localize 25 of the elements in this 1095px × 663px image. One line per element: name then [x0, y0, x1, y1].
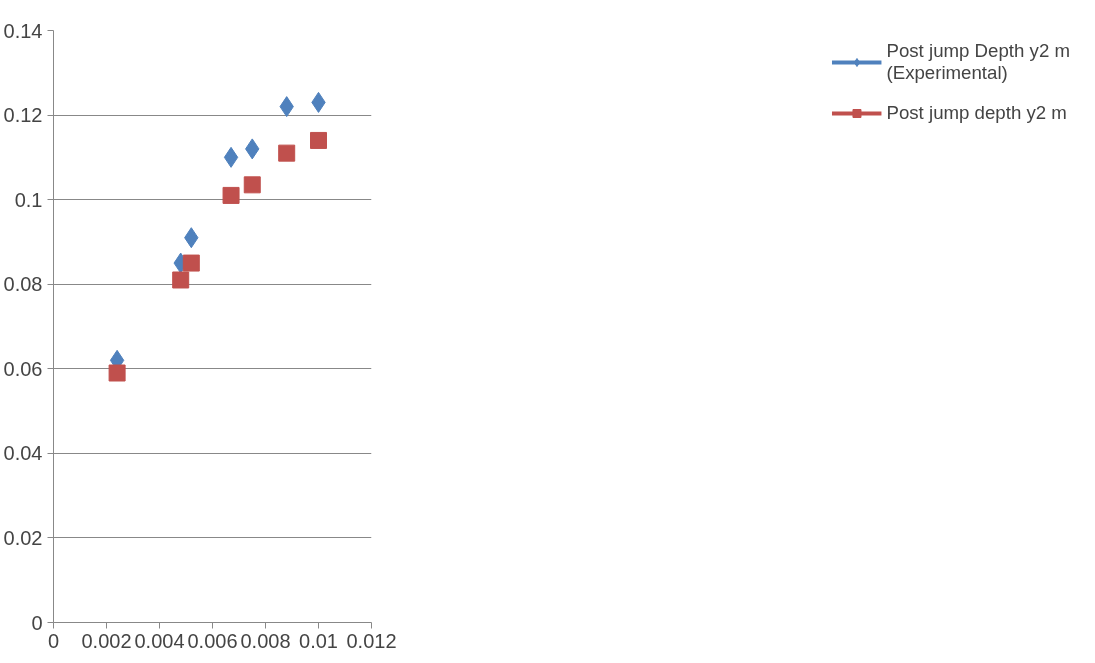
x-tick-label: 0: [47, 629, 60, 652]
point: [222, 186, 240, 204]
legend-label: Post jump depth y2 m: [886, 102, 1067, 124]
point: [310, 131, 327, 149]
x-tick-label: 0.002: [81, 629, 132, 652]
x-tick-label: 0.012: [346, 629, 397, 652]
point: [223, 146, 239, 168]
x-tick-label: 0.004: [134, 629, 185, 652]
y-tick-label: 0.08: [3, 273, 43, 296]
point: [182, 254, 200, 272]
point: [172, 271, 190, 289]
y-tick-label: 0.1: [14, 188, 43, 211]
y-tick-label: 0.06: [3, 357, 43, 380]
y-tick-label: 0.12: [3, 104, 43, 127]
point: [243, 176, 261, 194]
y-tick-label: 0: [31, 611, 43, 634]
point: [278, 144, 296, 162]
y-tick-label: 0.04: [3, 442, 43, 465]
x-tick-label: 0.006: [187, 629, 238, 652]
y-tick-label: 0.14: [3, 19, 43, 42]
point: [108, 364, 126, 382]
x-tick-label: 0.008: [240, 629, 291, 652]
y-tick-label: 0.02: [3, 526, 43, 549]
x-tick-label: 0.01: [299, 629, 338, 652]
legend-label: Post jump Depth y2 m (Experimental): [886, 40, 1070, 84]
